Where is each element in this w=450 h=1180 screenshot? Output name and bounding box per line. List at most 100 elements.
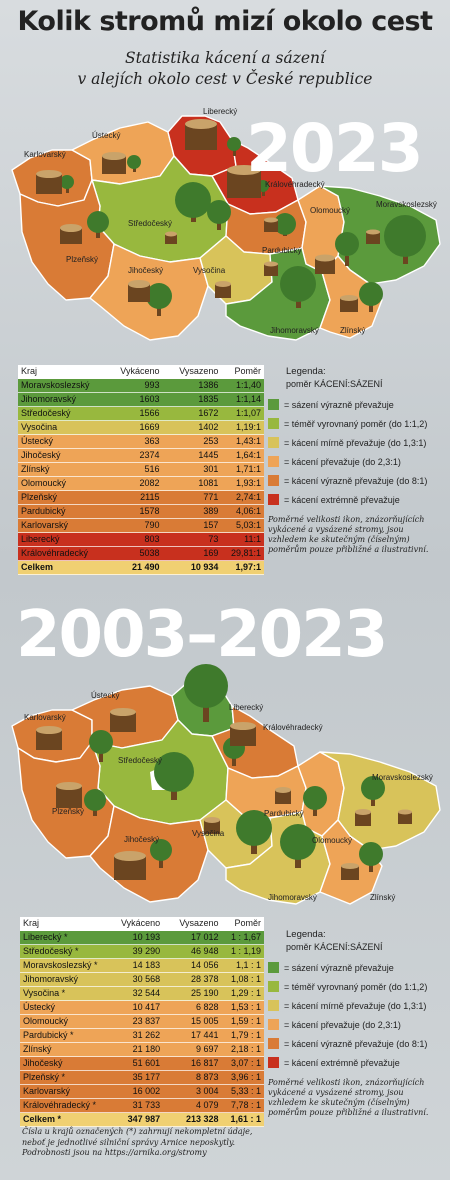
legend-label: = kácení převažuje (do 2,3:1) [284, 456, 401, 467]
table-row: Plzeňský 2115 771 2,74:1 [18, 490, 264, 505]
cell-vysazeno: 25 190 [163, 986, 222, 1001]
cell-vykaceno: 1603 [106, 392, 163, 407]
table-2023: Kraj Vykáceno Vysazeno Poměr Moravskosle… [18, 365, 264, 575]
legend-label: = kácení převažuje (do 2,3:1) [284, 1019, 401, 1030]
cell-vykaceno: 23 837 [107, 1014, 164, 1029]
legend-label: = kácení extrémně převažuje [284, 1057, 400, 1068]
table-row: Karlovarský 16 002 3 004 5,33 : 1 [20, 1084, 264, 1099]
col-vykaceno: Vykáceno [106, 365, 163, 379]
map-2023: Liberecký Ústecký Karlovarský Královéhra… [11, 107, 441, 341]
tree-icon [361, 776, 385, 806]
cell-vysazeno: 771 [162, 490, 222, 505]
cell-kraj: Královéhradecký [18, 546, 107, 561]
stump-icon [341, 863, 359, 880]
table-row: Jihomoravský 30 568 28 378 1,08 : 1 [20, 972, 264, 987]
cell-vykaceno: 2115 [106, 490, 163, 505]
stump-icon [275, 787, 291, 804]
cell-vykaceno: 30 568 [107, 972, 164, 987]
legend-subtitle: poměr KÁCENÍ:SÁZENÍ [286, 379, 383, 389]
cell-kraj: Olomoucký [18, 476, 107, 491]
stump-icon [36, 170, 62, 194]
tree-icon [60, 175, 74, 193]
cell-vykaceno: 347 987 [107, 1112, 164, 1127]
map-label-vysocina: Vysočina [193, 266, 226, 275]
table-row: Olomoucký 23 837 15 005 1,59 : 1 [20, 1014, 264, 1029]
cell-vysazeno: 73 [162, 532, 222, 547]
table-total-row: Celkem * 347 987 213 328 1,61 : 1 [20, 1112, 264, 1127]
footnote: Čísla u krajů označených (*) zahrnují ne… [22, 1127, 262, 1159]
tree-icon [146, 283, 172, 316]
legend-label: = sázení výrazně převažuje [284, 399, 394, 410]
legend-swatch [268, 437, 279, 448]
cell-vysazeno: 9 697 [163, 1042, 222, 1057]
cell-kraj: Olomoucký [20, 1014, 108, 1029]
footnote-line-3: Podrobnosti jsou na https://arnika.org/s… [22, 1148, 207, 1157]
cell-vykaceno: 32 544 [107, 986, 164, 1001]
legend-swatch [268, 475, 279, 486]
cell-vysazeno: 213 328 [163, 1112, 222, 1127]
tree-icon [359, 842, 383, 872]
tree-icon [384, 215, 426, 264]
cell-kraj: Liberecký [18, 532, 107, 547]
cell-pomer: 1,61 : 1 [221, 1112, 264, 1127]
col-vysazeno: Vysazeno [162, 365, 222, 379]
map-label-liberecky: Liberecký [229, 703, 263, 712]
cell-kraj: Celkem * [20, 1112, 108, 1127]
stump-icon [315, 254, 335, 274]
region-zlinsky [319, 819, 383, 905]
stump-icon [355, 809, 371, 826]
cell-vysazeno: 14 056 [163, 958, 222, 973]
map-label-jihocesky: Jihočeský [124, 835, 159, 844]
legend-swatch [268, 1038, 279, 1049]
stump-icon [165, 231, 177, 244]
map-label-ustecky: Ústecký [91, 691, 119, 700]
tree-icon [280, 824, 316, 868]
legend-swatch [268, 1000, 279, 1011]
table-row: Královéhradecký * 31 733 4 079 7,78 : 1 [20, 1098, 264, 1113]
cell-pomer: 29,81:1 [221, 546, 264, 561]
cell-vysazeno: 6 828 [163, 1000, 222, 1015]
cell-pomer: 1,93:1 [221, 476, 264, 491]
cell-vykaceno: 21 490 [106, 560, 163, 575]
map-label-stredocesky: Středočeský [128, 219, 172, 228]
map-label-moravskoslezsky: Moravskoslezský [372, 773, 433, 782]
cell-vysazeno: 301 [162, 462, 222, 477]
cell-vykaceno: 803 [106, 532, 163, 547]
cell-kraj: Jihomoravský [18, 392, 107, 407]
stump-icon [185, 119, 217, 150]
cell-kraj: Pardubický * [20, 1028, 108, 1043]
map-label-zlinsky: Zlínský [340, 326, 365, 335]
legend-item: = téměř vyrovnaný poměr (do 1:1,2) [268, 414, 443, 433]
tree-icon [84, 789, 106, 816]
cell-kraj: Jihomoravský [20, 972, 108, 987]
cell-pomer: 1,53 : 1 [221, 1000, 264, 1015]
tree-icon [207, 200, 231, 230]
tree-icon [303, 786, 327, 816]
cell-pomer: 1 : 1,67 [221, 930, 264, 945]
stump-icon [204, 817, 220, 834]
cell-kraj: Královéhradecký * [20, 1098, 108, 1113]
legend-swatch [268, 456, 279, 467]
cell-pomer: 1,19:1 [221, 420, 264, 435]
cell-vysazeno: 10 934 [162, 560, 222, 575]
cell-vykaceno: 10 193 [107, 930, 164, 945]
footnote-line-2: neboť je jednotlivé silniční správy Arni… [22, 1137, 235, 1147]
tree-icon [184, 664, 228, 722]
table-row: Liberecký * 10 193 17 012 1 : 1,67 [20, 930, 264, 945]
table-row: Moravskoslezský 993 1386 1:1,40 [18, 378, 264, 393]
cell-kraj: Středočeský [18, 406, 107, 421]
tree-icon [87, 211, 109, 238]
stump-icon [398, 809, 412, 824]
stump-icon [56, 782, 82, 808]
legend-note: Poměrné velikosti ikon, znázorňujících v… [268, 1078, 429, 1117]
legend-item: = kácení mírně převažuje (do 1,3:1) [268, 996, 443, 1015]
map-label-jihomoravsky: Jihomoravský [270, 326, 319, 335]
map-label-moravskoslezsky: Moravskoslezský [376, 200, 437, 209]
cell-vykaceno: 35 177 [107, 1070, 164, 1085]
map-label-kralovehradecky: Královéhradecký [265, 180, 325, 189]
cell-pomer: 1,97:1 [221, 560, 264, 575]
cell-kraj: Ústecký [18, 434, 107, 449]
tree-icon [280, 266, 316, 308]
cell-vykaceno: 5038 [106, 546, 163, 561]
